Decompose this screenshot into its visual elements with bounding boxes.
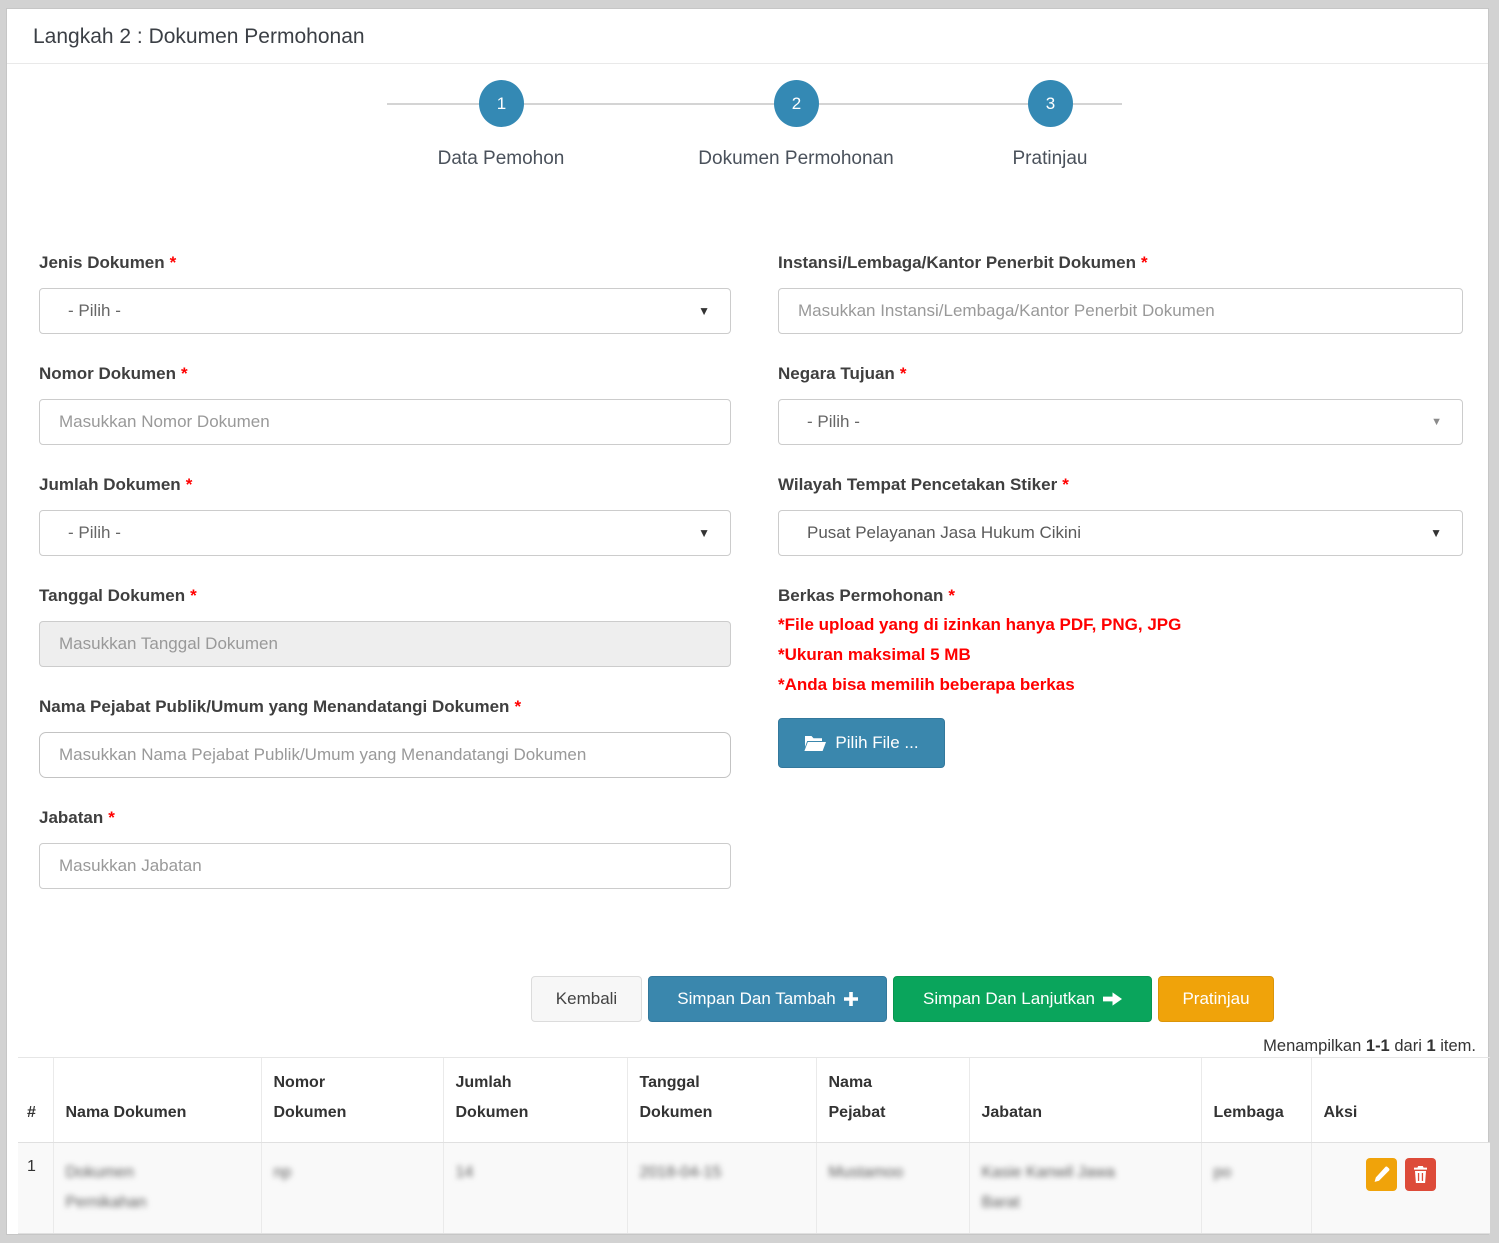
required-asterisk: * — [1062, 475, 1069, 494]
col-header-tanggal-dokumen: Tanggal Dokumen — [626, 1056, 816, 1144]
pencil-icon — [1373, 1166, 1390, 1183]
step-1-number: 1 — [496, 93, 507, 113]
required-asterisk: * — [948, 586, 955, 605]
documents-table: # Nama Dokumen Nomor Dokumen Jumlah Doku… — [18, 1056, 1490, 1235]
cell-aksi — [1310, 1142, 1490, 1235]
required-asterisk: * — [180, 364, 188, 383]
simpan-dan-lanjutkan-button[interactable]: Simpan Dan Lanjutkan — [893, 976, 1152, 1022]
grid-summary: Menampilkan 1-1 dari 1 item. — [1263, 1037, 1476, 1055]
required-asterisk: * — [1141, 253, 1148, 272]
jenis-dokumen-value: - Pilih - — [68, 301, 121, 320]
wilayah-stiker-select[interactable]: Pusat Pelayanan Jasa Hukum Cikini ▼ — [778, 510, 1463, 556]
pilih-file-button[interactable]: Pilih File ... — [778, 718, 945, 768]
trash-icon — [1413, 1166, 1428, 1184]
cell-jabatan: Kasie Kanwil Jawa Barat — [968, 1142, 1201, 1235]
edit-row-button[interactable] — [1365, 1158, 1397, 1192]
dropdown-arrow-icon: ▼ — [1430, 526, 1442, 540]
table-row: 1 Dokumen Pernikahan np 14 2018-04-15 Mu… — [18, 1142, 1490, 1235]
col-header-lembaga: Lembaga — [1200, 1056, 1311, 1144]
page-title: Langkah 2 : Dokumen Permohonan — [33, 25, 365, 48]
summary-total: 1 — [1426, 1037, 1436, 1055]
wizard-card: Langkah 2 : Dokumen Permohonan 1 2 3 Dat… — [6, 8, 1490, 1235]
nomor-dokumen-input[interactable] — [39, 399, 731, 445]
cell-jumlah-dokumen: 14 — [442, 1142, 627, 1235]
required-asterisk: * — [185, 475, 193, 494]
cell-nama-dokumen: Dokumen Pernikahan — [52, 1142, 261, 1235]
col-header-jabatan: Jabatan — [968, 1056, 1201, 1144]
step-1-circle[interactable]: 1 — [479, 80, 524, 127]
table-header-row: # Nama Dokumen Nomor Dokumen Jumlah Doku… — [18, 1056, 1490, 1144]
upload-note-maxsize: *Ukuran maksimal 5 MB — [778, 645, 971, 664]
cell-nama-pejabat: Mustamoo — [815, 1142, 969, 1235]
required-asterisk: * — [899, 364, 907, 383]
cell-lembaga: po — [1200, 1142, 1311, 1235]
negara-tujuan-value: - Pilih - — [807, 412, 860, 431]
col-header-aksi: Aksi — [1310, 1056, 1490, 1144]
step-3-number: 3 — [1045, 93, 1056, 113]
pilih-file-label: Pilih File ... — [835, 733, 919, 752]
upload-note-multiple: *Anda bisa memilih beberapa berkas — [778, 675, 1075, 694]
col-header-nama-dokumen: Nama Dokumen — [52, 1056, 261, 1144]
upload-note-filetypes: *File upload yang di izinkan hanya PDF, … — [778, 615, 1182, 634]
simpan-dan-tambah-button[interactable]: Simpan Dan Tambah — [648, 976, 887, 1022]
jabatan-input[interactable] — [39, 843, 731, 889]
tanggal-dokumen-label: Tanggal Dokumen * — [39, 586, 197, 605]
required-asterisk: * — [108, 808, 115, 827]
pratinjau-button[interactable]: Pratinjau — [1158, 976, 1274, 1022]
step-1-label: Data Pemohon — [437, 148, 565, 169]
dropdown-arrow-icon: ▼ — [1431, 415, 1442, 428]
wilayah-stiker-value: Pusat Pelayanan Jasa Hukum Cikini — [807, 523, 1082, 542]
berkas-permohonan-label: Berkas Permohonan * — [778, 586, 955, 605]
folder-open-icon — [804, 735, 827, 752]
cell-tanggal-dokumen: 2018-04-15 — [626, 1142, 816, 1235]
jenis-dokumen-label: Jenis Dokumen * — [39, 253, 177, 272]
col-header-jumlah-dokumen: Jumlah Dokumen — [442, 1056, 627, 1144]
stepper-line — [387, 103, 1122, 105]
cell-nomor-dokumen: np — [260, 1142, 443, 1235]
jumlah-dokumen-select[interactable]: - Pilih - ▼ — [39, 510, 731, 556]
step-2-circle[interactable]: 2 — [774, 80, 819, 127]
step-2-number: 2 — [791, 93, 802, 113]
jabatan-label: Jabatan * — [39, 808, 115, 827]
negara-tujuan-label: Negara Tujuan * — [778, 364, 907, 383]
title-divider — [7, 63, 1488, 64]
trash-icon-button[interactable] — [1404, 1158, 1436, 1192]
nomor-dokumen-label: Nomor Dokumen * — [39, 364, 188, 383]
col-header-nomor-dokumen: Nomor Dokumen — [260, 1056, 443, 1144]
required-asterisk: * — [514, 697, 522, 716]
jumlah-dokumen-value: - Pilih - — [68, 523, 121, 542]
jenis-dokumen-select[interactable]: - Pilih - ▼ — [39, 288, 731, 334]
wilayah-stiker-label: Wilayah Tempat Pencetakan Stiker * — [778, 475, 1069, 494]
summary-range: 1-1 — [1365, 1037, 1390, 1055]
dropdown-arrow-icon: ▼ — [698, 526, 710, 540]
jumlah-dokumen-label: Jumlah Dokumen * — [39, 475, 193, 494]
tanggal-dokumen-input — [39, 621, 731, 667]
nama-pejabat-input[interactable] — [39, 732, 731, 778]
col-header-index: # — [18, 1056, 53, 1144]
cell-index: 1 — [18, 1142, 53, 1235]
step-3-circle[interactable]: 3 — [1028, 80, 1073, 127]
required-asterisk: * — [190, 586, 197, 605]
nama-pejabat-label: Nama Pejabat Publik/Umum yang Menandatan… — [39, 697, 522, 716]
plus-icon — [843, 992, 858, 1006]
instansi-input[interactable] — [778, 288, 1463, 334]
negara-tujuan-select[interactable]: - Pilih - ▼ — [778, 399, 1463, 445]
form-actions: Kembali Simpan Dan Tambah Simpan Dan Lan… — [531, 976, 1274, 1022]
required-asterisk: * — [169, 253, 177, 272]
col-header-nama-pejabat: Nama Pejabat — [815, 1056, 969, 1144]
instansi-label: Instansi/Lembaga/Kantor Penerbit Dokumen… — [778, 253, 1148, 272]
kembali-button[interactable]: Kembali — [531, 976, 642, 1022]
step-3-label: Pratinjau — [1012, 148, 1088, 169]
arrow-right-icon — [1103, 991, 1122, 1007]
step-2-label: Dokumen Permohonan — [698, 148, 894, 169]
dropdown-arrow-icon: ▼ — [698, 304, 710, 318]
